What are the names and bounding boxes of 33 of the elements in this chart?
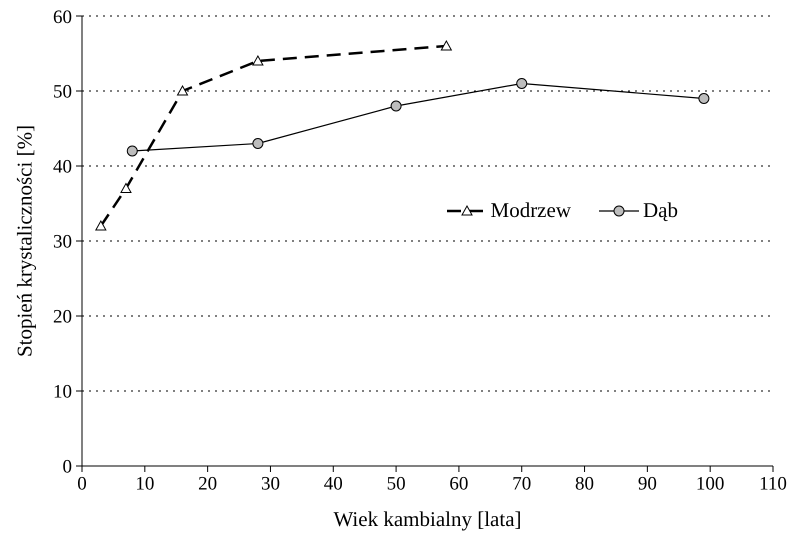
point xyxy=(126,146,138,156)
point xyxy=(698,93,710,104)
point xyxy=(516,78,528,89)
x-tick-label: 80 xyxy=(575,473,594,494)
x-tick-label: 60 xyxy=(449,473,468,494)
y-tick-label: 20 xyxy=(53,306,72,328)
legend-label: Dąb xyxy=(643,198,678,223)
y-tick-label: 50 xyxy=(53,82,72,103)
y-tick-label: 60 xyxy=(53,6,72,28)
y-tick-label: 0 xyxy=(62,456,72,478)
point xyxy=(252,138,264,149)
x-tick-label: 0 xyxy=(77,473,87,494)
legend-label: Modrzew xyxy=(490,198,571,223)
point xyxy=(177,86,188,96)
x-axis-title: Wiek kambialny [lata] xyxy=(333,507,522,531)
point xyxy=(390,100,402,112)
y-tick-label: 30 xyxy=(53,232,72,253)
x-tick-label: 10 xyxy=(135,473,154,494)
y-axis-title: Stopień krystaliczności [%] xyxy=(12,124,36,358)
point xyxy=(252,56,264,66)
x-tick-label: 100 xyxy=(696,473,724,494)
x-tick-label: 70 xyxy=(512,473,532,494)
x-tick-label: 50 xyxy=(386,473,406,494)
x-tick-label: 110 xyxy=(759,473,787,494)
point xyxy=(440,40,452,50)
x-tick-label: 40 xyxy=(324,473,343,494)
point xyxy=(120,183,132,193)
y-tick-label: 10 xyxy=(53,382,72,403)
x-tick-label: 20 xyxy=(198,473,218,494)
x-tick-label: 90 xyxy=(638,473,657,494)
point xyxy=(95,220,106,230)
x-tick-label: 30 xyxy=(260,473,280,494)
y-tick-label: 40 xyxy=(53,156,72,178)
